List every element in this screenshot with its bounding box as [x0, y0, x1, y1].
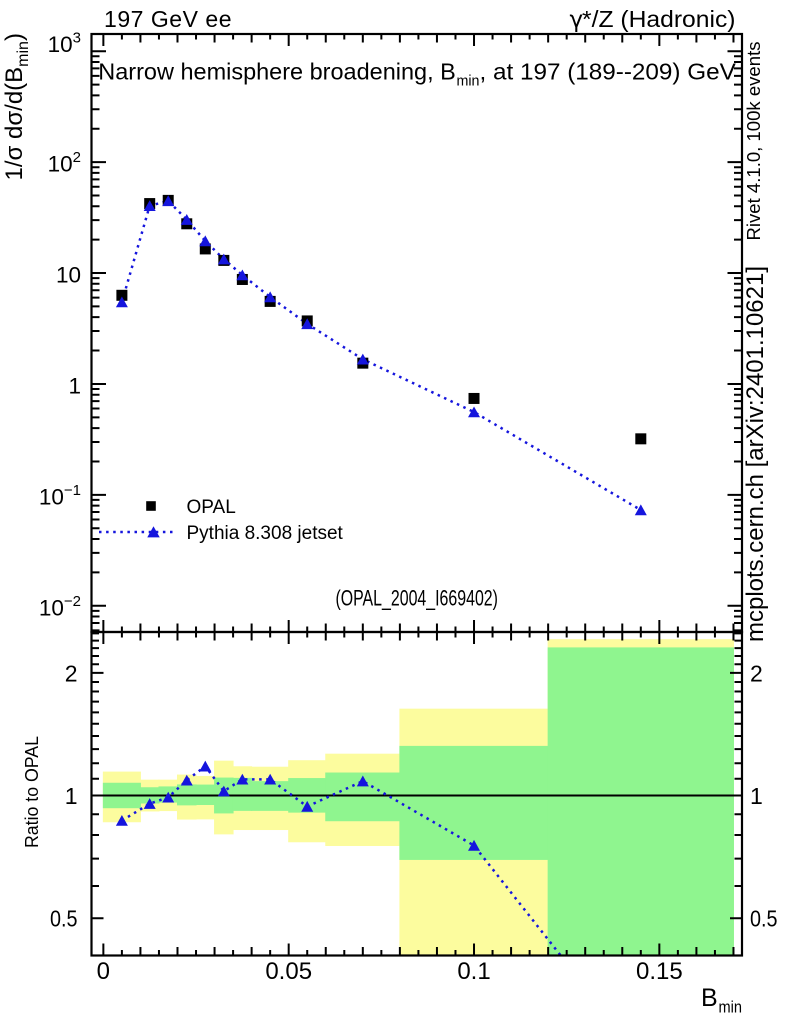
y-tick-label: 103: [48, 30, 81, 58]
header-right-gamma: γ: [570, 7, 584, 33]
side-note-bottom: mcplots.cern.ch [arXiv:2401.10621]: [742, 266, 769, 642]
data-point-square: [116, 289, 128, 301]
axis-ticks: [92, 35, 741, 955]
y-axis-title-part2: ): [1, 33, 28, 41]
watermark: (OPAL_2004_I669402): [335, 586, 498, 611]
mc-curve: [120, 199, 642, 512]
mc-point-triangle: [162, 195, 175, 207]
x-tick-label: 0.15: [636, 958, 683, 985]
ratio-point-triangle: [199, 760, 212, 772]
header-right-rest: */Z (Hadronic): [582, 6, 736, 32]
ratio-point-triangle: [143, 798, 156, 809]
data-point-square: [635, 433, 647, 445]
ratio-tick-label-left: 2: [65, 660, 78, 686]
mc-point-triangle: [217, 253, 230, 265]
mc-point-triangle: [236, 269, 249, 281]
x-tick-label: 0.05: [265, 958, 312, 985]
ratio-point-triangle: [180, 774, 193, 786]
y-axis-title-sub: min: [15, 41, 32, 67]
panel-title: Narrow hemisphere broadening, B min , at…: [98, 59, 736, 90]
svg-text:mcplots.cern.ch [arXiv:2401.10: mcplots.cern.ch [arXiv:2401.10621]: [742, 266, 769, 642]
data-point-square: [468, 392, 480, 404]
ratio-band-inner: [232, 777, 253, 811]
legend-marker-square: [146, 501, 156, 511]
mc-point-triangle: [301, 318, 314, 330]
x-axis-title: B min: [701, 984, 742, 1017]
mc-point-triangle: [180, 214, 193, 225]
ratio-point-triangle: [356, 775, 369, 787]
x-axis-title-sub: min: [719, 998, 743, 1017]
ratio-point-triangle: [236, 773, 249, 785]
y-axis-title: 1/σ dσ/d(B min ): [1, 33, 32, 180]
side-note-top: Rivet 4.1.0, 100k events: [743, 42, 764, 241]
legend: OPAL Pythia 8.308 jetset: [99, 497, 344, 544]
ratio-tick-label-left: 1: [65, 783, 78, 809]
ratio-tick-label-right: 0.5: [750, 906, 778, 932]
ratio-point-triangle: [162, 791, 175, 803]
x-tick-label: 0.1: [457, 958, 490, 985]
header-left: 197 GeV ee: [104, 6, 232, 32]
x-axis-title-main: B: [701, 984, 718, 1012]
ratio-tick-label-right: 2: [750, 660, 763, 686]
ratio-point-triangle: [217, 785, 230, 797]
y-axis-title-part1: 1/σ dσ/d(B: [1, 67, 28, 181]
mc-point-triangle: [468, 406, 481, 418]
ratio-curve: [121, 764, 563, 956]
mc-point-triangle: [356, 353, 369, 365]
main-panel-data: [115, 194, 647, 516]
panel-title-sub: min: [457, 73, 480, 90]
svg-text:Rivet 4.1.0, 100k events: Rivet 4.1.0, 100k events: [743, 42, 764, 241]
ratio-y-axis-title: Ratio to OPAL: [21, 736, 42, 848]
ratio-point-triangle: [264, 773, 277, 785]
mc-point-triangle: [264, 291, 277, 303]
legend-marker-triangle: [147, 526, 160, 538]
mc-point-triangle: [143, 200, 156, 211]
ratio-point-triangle: [115, 815, 128, 826]
panel-title-part1: Narrow hemisphere broadening, B: [98, 59, 456, 85]
panel-title-part2: , at 197 (189--209) GeV: [480, 59, 737, 85]
x-tick-label: 0: [97, 958, 110, 985]
y-tick-label: 102: [48, 149, 81, 177]
legend-label-opal: OPAL: [187, 497, 236, 518]
ratio-tick-label-right: 1: [750, 783, 763, 809]
mc-point-triangle: [199, 235, 212, 247]
y-tick-label: 1: [68, 373, 81, 398]
ratio-panel-data: [115, 760, 563, 956]
legend-label-pythia: Pythia 8.308 jetset: [187, 523, 344, 544]
ratio-band-inner: [547, 647, 734, 956]
ratio-point-triangle: [468, 839, 481, 851]
ratio-panel-frame: [90, 630, 744, 957]
y-tick-label: 10−1: [39, 482, 81, 510]
header-right: γ */Z (Hadronic): [570, 6, 736, 33]
ratio-tick-label-left: 0.5: [50, 906, 78, 932]
mc-point-triangle: [634, 504, 647, 516]
svg-text:Ratio to OPAL: Ratio to OPAL: [21, 736, 42, 848]
y-tick-label: 10−2: [39, 593, 81, 621]
ratio-point-triangle: [301, 800, 314, 812]
tick-marks: [92, 35, 741, 955]
y-tick-label: 10: [56, 263, 81, 288]
ratio-uncertainty-bands: [102, 639, 734, 956]
mc-point-triangle: [115, 296, 128, 308]
data-point-square: [199, 243, 211, 255]
